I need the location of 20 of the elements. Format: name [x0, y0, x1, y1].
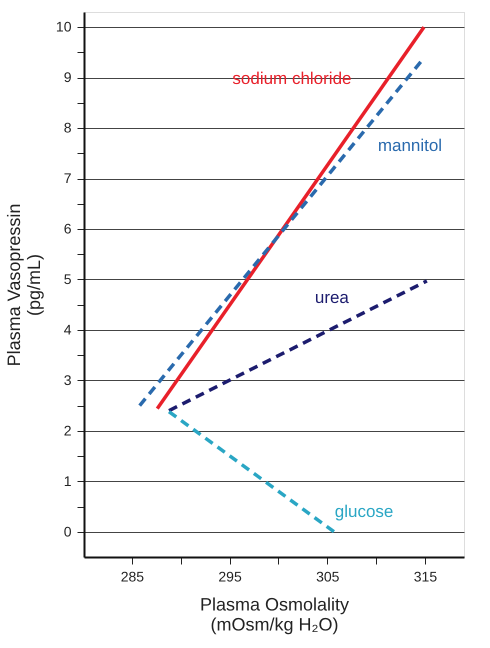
y-tick-label: 6: [64, 220, 72, 236]
y-tick-label: 1: [64, 472, 72, 489]
y-tick-label: 4: [64, 321, 72, 338]
y-tick-label: 8: [64, 120, 72, 136]
x-tick-label: 315: [414, 568, 438, 584]
x-axis-title: Plasma Osmolality (mOsm/kg H₂O): [200, 594, 350, 634]
series-label: mannitol: [378, 136, 442, 155]
y-tick-label: 7: [64, 170, 72, 186]
y-tick-label: 5: [64, 270, 72, 287]
series-label: urea: [314, 288, 350, 307]
y-tick-label: 9: [64, 69, 72, 86]
x-tick-label: 285: [120, 568, 144, 584]
x-tick-label: 305: [316, 568, 340, 584]
y-tick-label: 2: [64, 422, 72, 438]
y-tick-label: 3: [64, 372, 72, 388]
y-axis-title: Plasma Vasopressin (pg/mL): [4, 204, 44, 366]
series-label: glucose: [334, 502, 394, 521]
x-tick-label: 295: [218, 568, 242, 584]
y-tick-label: 0: [64, 523, 72, 540]
y-tick-label: 10: [56, 18, 72, 35]
